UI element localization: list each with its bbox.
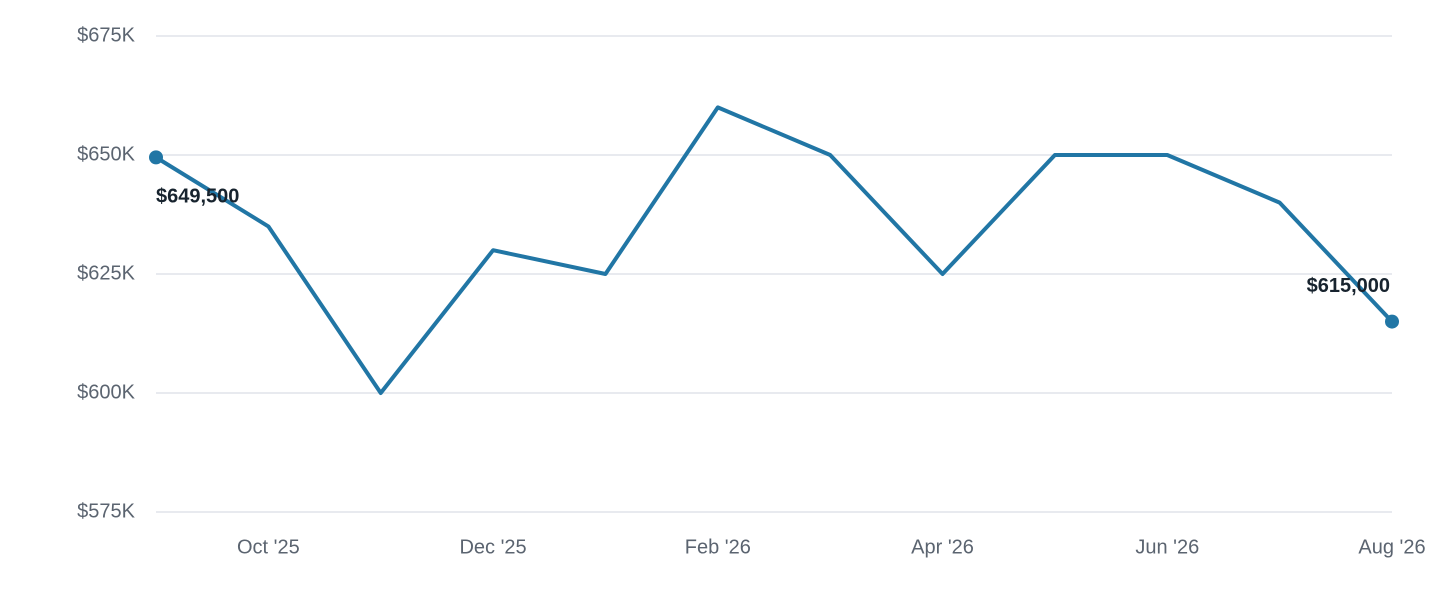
value-label: $615,000 <box>1307 275 1390 297</box>
data-line <box>154 105 1394 395</box>
y-tick-label: $600K <box>77 381 135 403</box>
x-tick-label: Jun '26 <box>1135 536 1199 558</box>
x-tick-label: Feb '26 <box>685 536 751 558</box>
y-tick-label: $650K <box>77 143 135 165</box>
x-tick-label: Dec '25 <box>459 536 526 558</box>
value-label: $649,500 <box>156 186 239 208</box>
end-marker <box>1385 314 1399 329</box>
x-tick-label: Aug '26 <box>1358 536 1425 558</box>
y-tick-label: $675K <box>77 24 135 46</box>
end-marker <box>149 150 163 165</box>
y-tick-label: $575K <box>77 500 135 522</box>
x-tick-label: Oct '25 <box>237 536 300 558</box>
y-tick-label: $625K <box>77 262 135 284</box>
x-tick-label: Apr '26 <box>911 536 974 558</box>
